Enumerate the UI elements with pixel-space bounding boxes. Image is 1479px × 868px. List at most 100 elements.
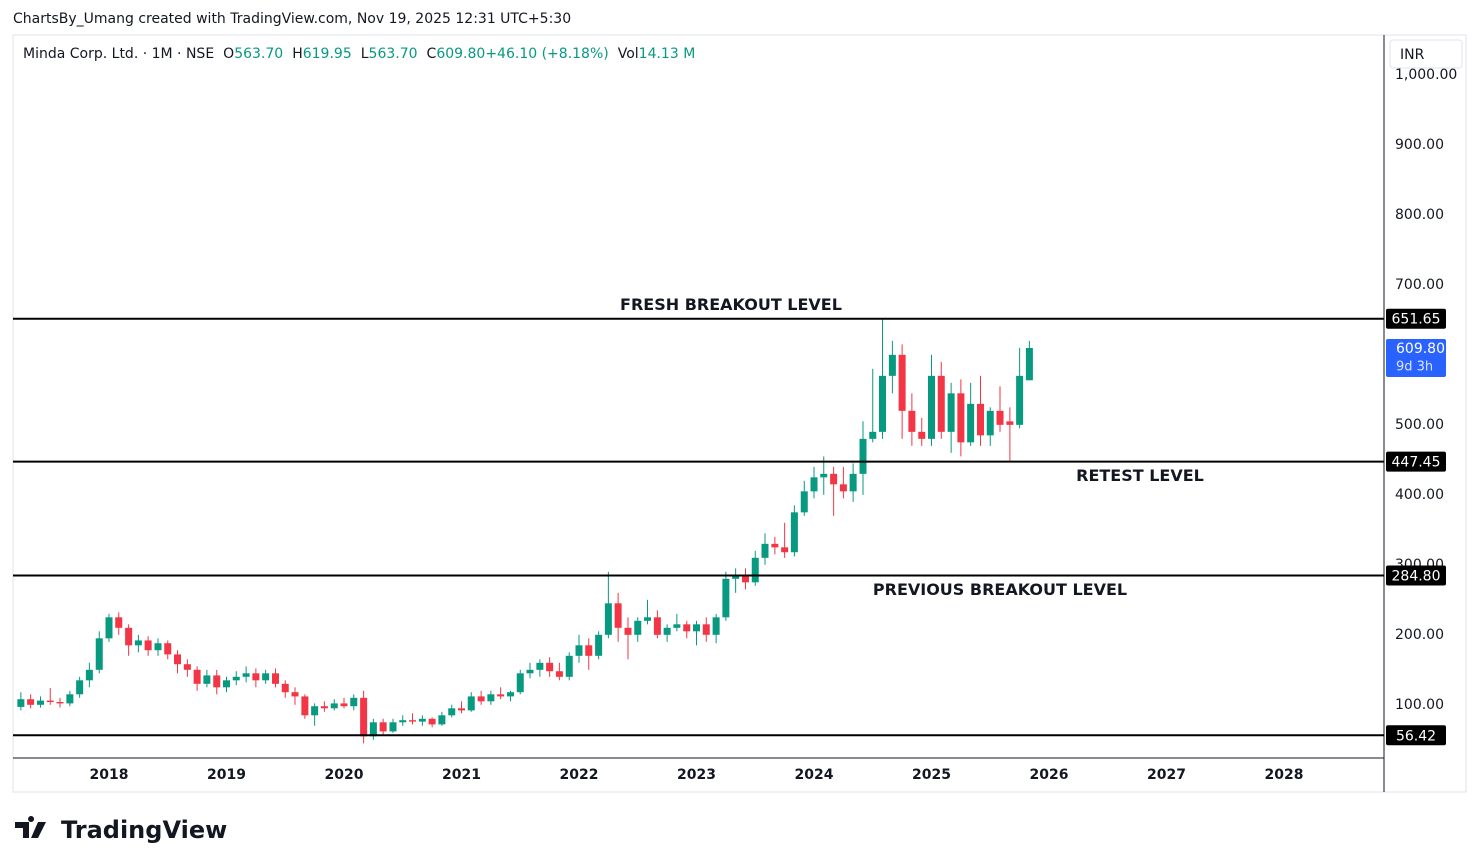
candle-body xyxy=(614,603,622,628)
candle-body xyxy=(487,694,495,702)
x-tick-label: 2025 xyxy=(912,767,951,783)
candle-body xyxy=(56,702,64,704)
candle-body xyxy=(585,645,593,656)
level-label: 56.42 xyxy=(1396,728,1436,744)
candle-body xyxy=(624,627,632,635)
candle-body xyxy=(722,578,730,618)
candle-body xyxy=(986,410,994,436)
candle-body xyxy=(790,512,798,553)
candle-body xyxy=(849,473,857,492)
candle-body xyxy=(428,718,436,725)
y-tick-label: 500.00 xyxy=(1395,417,1444,433)
candle-body xyxy=(977,403,985,436)
candle-body xyxy=(232,676,240,681)
watermark: TradingView xyxy=(61,816,227,844)
y-tick-label: 800.00 xyxy=(1395,207,1444,223)
candle-body xyxy=(526,669,534,674)
x-tick-label: 2026 xyxy=(1030,767,1069,783)
symbol: Minda Corp. Ltd. · 1M · NSE xyxy=(23,46,214,62)
candle-body xyxy=(458,708,466,711)
candle-body xyxy=(879,375,887,432)
level-label-bg xyxy=(1386,451,1446,472)
candle-body xyxy=(105,617,113,639)
candle-body xyxy=(634,620,642,635)
candle-body xyxy=(918,431,926,439)
legend-value: 609.80 xyxy=(436,46,485,62)
candle-body xyxy=(125,627,133,646)
candle-body xyxy=(291,692,299,697)
candle-body xyxy=(1025,347,1033,381)
candle-body xyxy=(134,640,142,646)
candle-body xyxy=(947,393,955,432)
candle-body xyxy=(869,431,877,439)
candle-body xyxy=(301,696,309,716)
candle-body xyxy=(85,669,93,681)
legend-value: 619.95 xyxy=(303,46,352,62)
x-tick-label: 2024 xyxy=(795,767,834,783)
level-label-bg xyxy=(1386,565,1446,586)
candle-body xyxy=(996,410,1004,425)
candle-body xyxy=(271,673,279,684)
candle-body xyxy=(477,696,485,702)
candle-body xyxy=(27,699,35,705)
x-tick-label: 2020 xyxy=(325,767,364,783)
candle-body xyxy=(340,703,348,707)
candle-body xyxy=(360,697,368,737)
legend-value: 563.70 xyxy=(234,46,283,62)
candle-body xyxy=(820,473,828,478)
candle-body xyxy=(516,673,524,693)
candle-body xyxy=(908,410,916,432)
candle-body xyxy=(115,617,123,628)
legend-value: 14.13 M xyxy=(639,46,696,62)
candle-body xyxy=(95,638,103,670)
candle-body xyxy=(536,662,544,670)
logo: TradingView xyxy=(15,816,227,844)
legend-value: 563.70 xyxy=(369,46,418,62)
candle-body xyxy=(17,699,25,707)
candle-body xyxy=(702,624,710,635)
last-price-label: 609.80 xyxy=(1396,341,1445,357)
candle-body xyxy=(369,722,377,737)
last-price-bg xyxy=(1386,338,1446,377)
x-tick-label: 2019 xyxy=(207,767,246,783)
currency: INR xyxy=(1400,47,1425,63)
candle-body xyxy=(409,720,417,722)
candle-body xyxy=(281,683,289,693)
candle-body xyxy=(66,694,74,704)
candle-body xyxy=(653,617,661,635)
candle-body xyxy=(154,643,162,651)
candle-body xyxy=(203,675,211,684)
candle-body xyxy=(800,491,808,513)
y-tick-label: 200.00 xyxy=(1395,627,1444,643)
legend-key: Vol xyxy=(618,46,639,62)
legend-key: C xyxy=(427,46,437,62)
candle-body xyxy=(957,393,965,443)
candle-body xyxy=(546,662,554,672)
candle-body xyxy=(712,617,720,635)
candle-body xyxy=(555,671,563,677)
candle-body xyxy=(350,697,358,707)
candle-body xyxy=(810,477,818,492)
legend-value: +46.10 (+8.18%) xyxy=(485,46,608,62)
x-tick-label: 2018 xyxy=(90,767,129,783)
candle-body xyxy=(448,708,456,716)
level-label-bg xyxy=(1386,308,1446,329)
candle-body xyxy=(898,354,906,411)
candle-body xyxy=(174,654,182,665)
y-tick-label: 900.00 xyxy=(1395,137,1444,153)
currency-bg xyxy=(1389,39,1463,69)
legend-key: L xyxy=(361,46,369,62)
candle-body xyxy=(438,715,446,725)
candle-body xyxy=(1006,421,1014,425)
candle-body xyxy=(193,669,201,684)
candle-body xyxy=(497,694,505,697)
candle-body xyxy=(330,703,338,709)
logo-icon xyxy=(15,816,46,838)
candle-body xyxy=(761,543,769,558)
candle-body xyxy=(252,673,260,681)
candle-body xyxy=(839,484,847,492)
candle-body xyxy=(967,403,975,443)
candle-body xyxy=(928,375,936,439)
candle-body xyxy=(311,706,319,716)
annotation: PREVIOUS BREAKOUT LEVEL xyxy=(873,580,1127,599)
